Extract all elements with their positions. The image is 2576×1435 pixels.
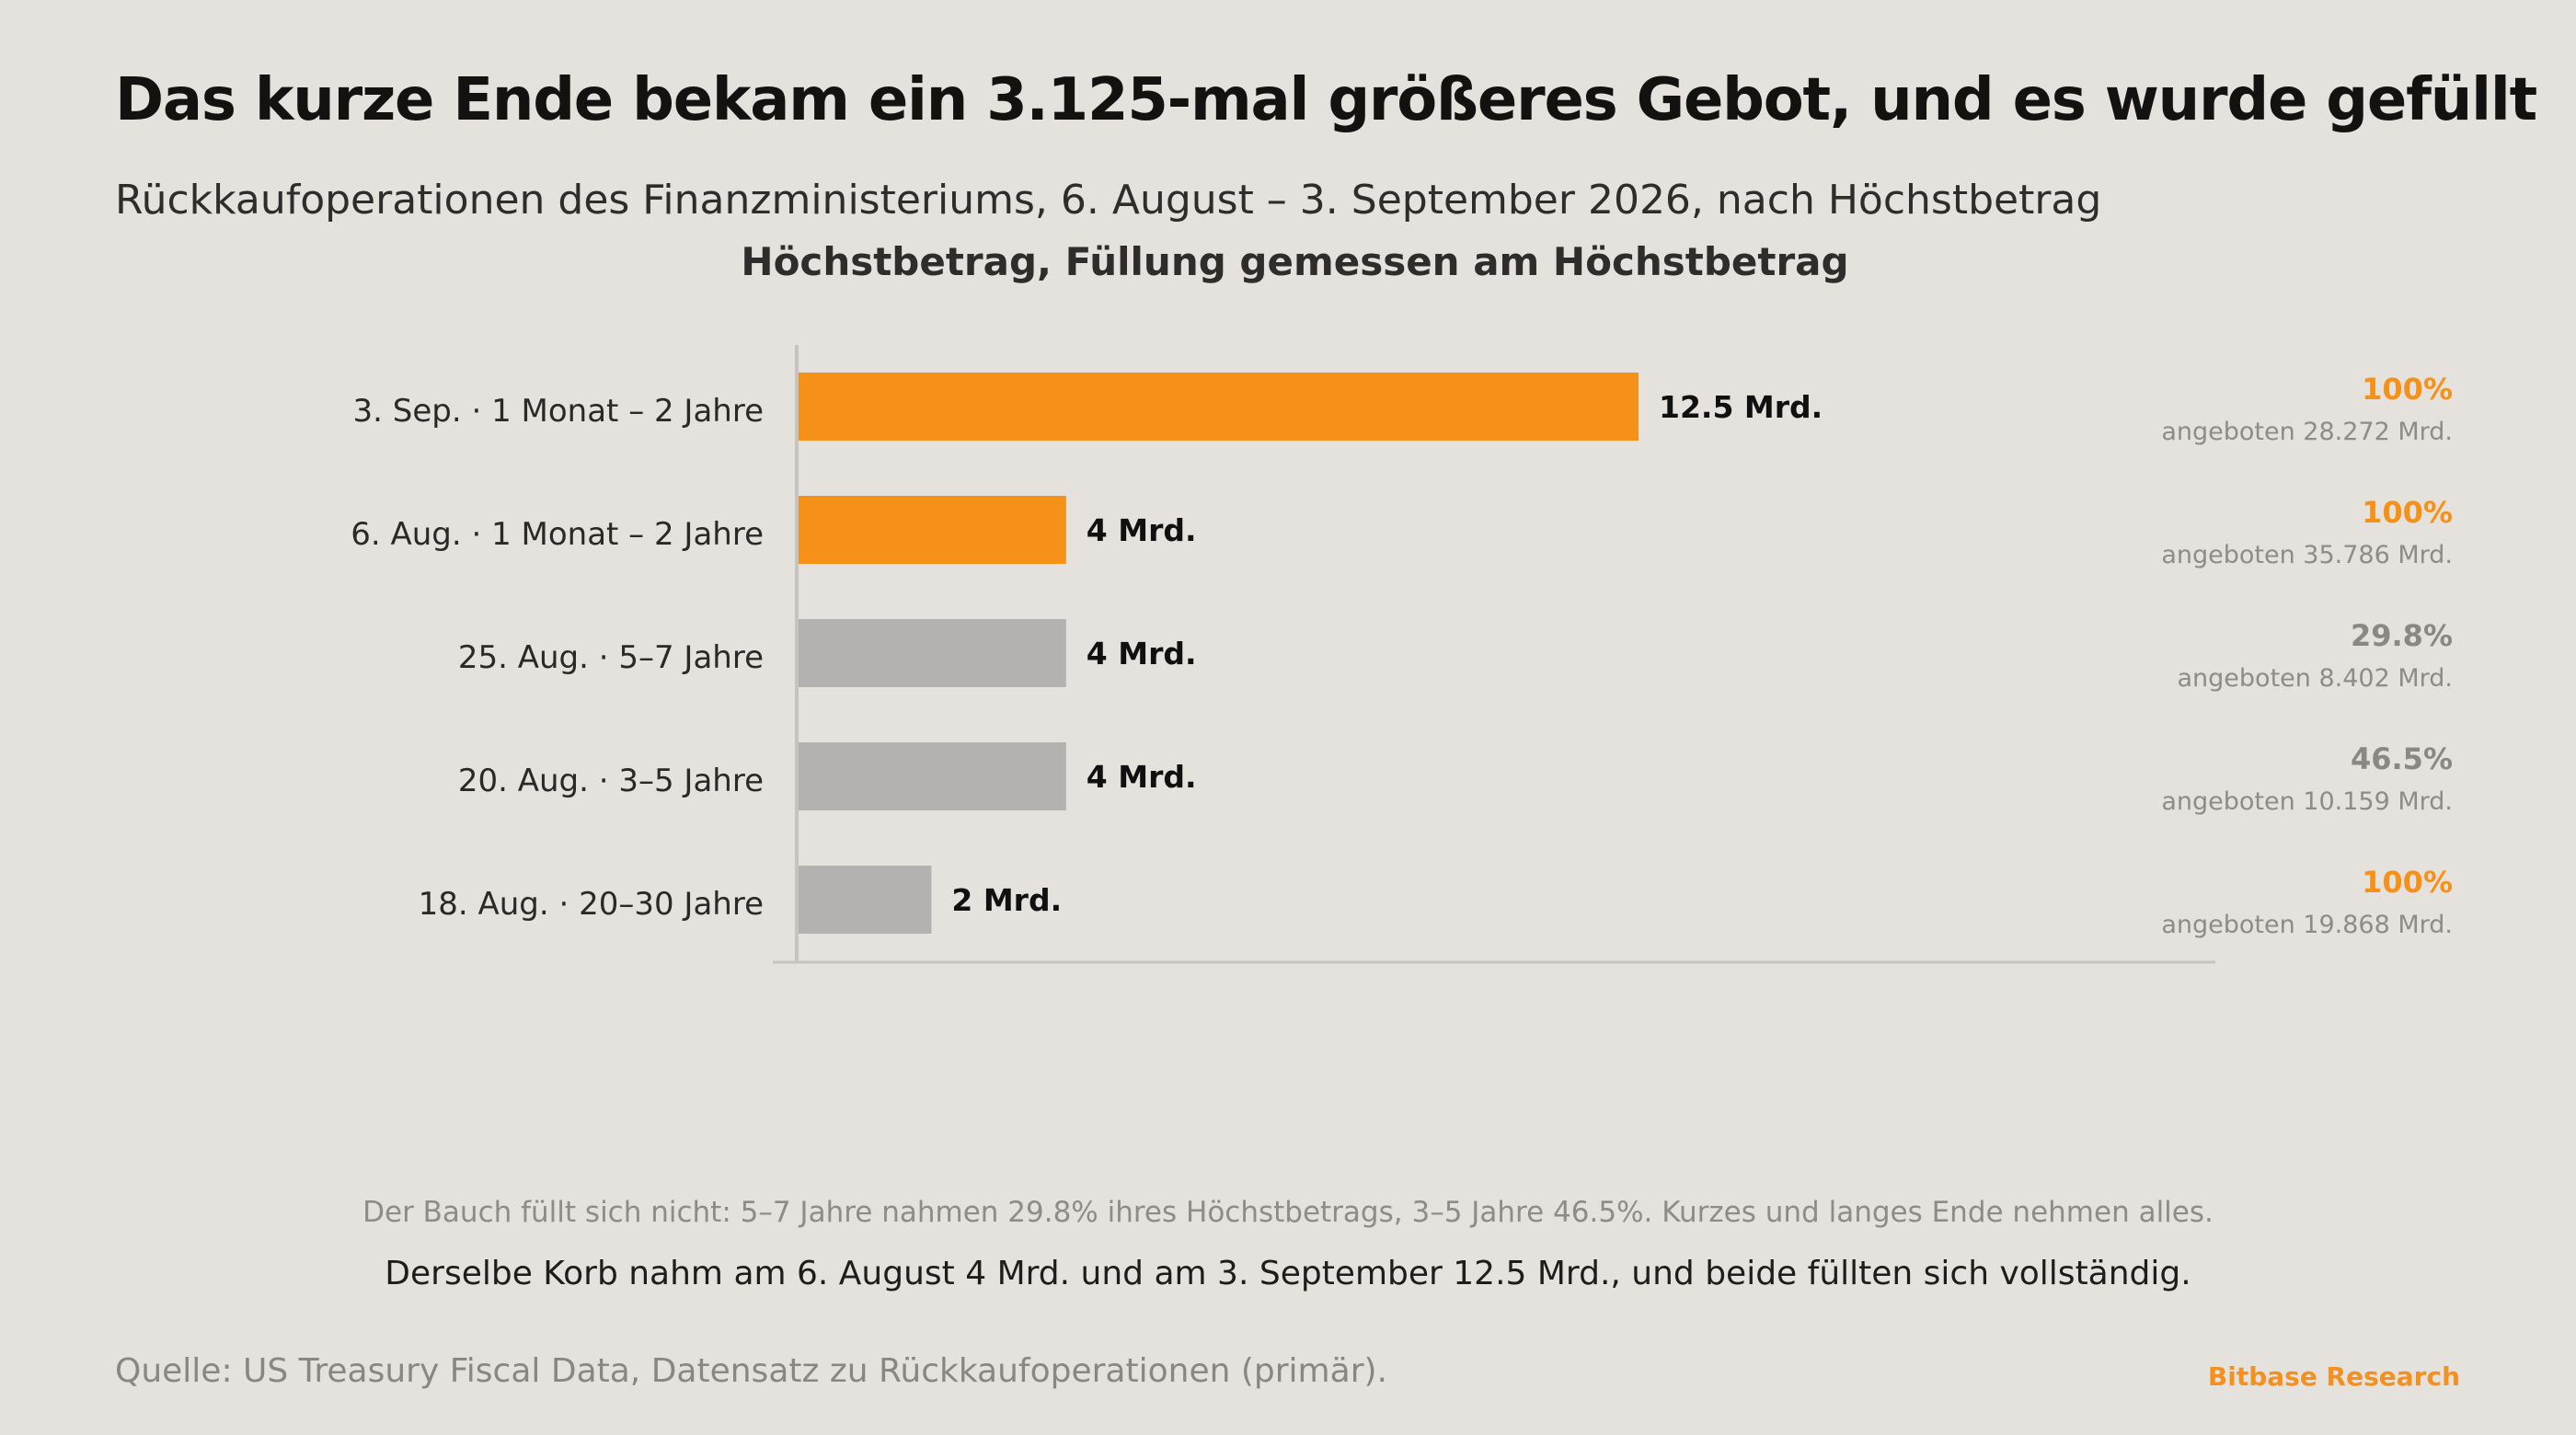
bar — [797, 866, 932, 934]
bar-value-label: 2 Mrd. — [951, 882, 1062, 918]
bar-value-label: 4 Mrd. — [1087, 636, 1197, 672]
offered-amount-label: angeboten 28.272 Mrd. — [2161, 418, 2453, 446]
category-label: 3. Sep. · 1 Monat – 2 Jahre — [353, 393, 764, 430]
bar-value-label: 12.5 Mrd. — [1659, 389, 1823, 425]
fill-percent-label: 29.8% — [2351, 618, 2453, 653]
bar — [797, 742, 1066, 810]
offered-amount-label: angeboten 8.402 Mrd. — [2178, 664, 2453, 693]
bar — [797, 619, 1066, 687]
fill-percent-label: 46.5% — [2351, 741, 2453, 776]
category-label: 25. Aug. · 5–7 Jahre — [458, 639, 764, 676]
category-label: 18. Aug. · 20–30 Jahre — [419, 886, 764, 923]
bar — [797, 373, 1639, 441]
source-line: Quelle: US Treasury Fiscal Data, Datensa… — [115, 1352, 1387, 1390]
offered-amount-label: angeboten 19.868 Mrd. — [2161, 911, 2453, 939]
chart-inner-title: Höchstbetrag, Füllung gemessen am Höchst… — [741, 239, 1849, 284]
offered-amount-label: angeboten 10.159 Mrd. — [2161, 787, 2453, 816]
brand-label: Bitbase Research — [2207, 1361, 2460, 1392]
bar-value-label: 4 Mrd. — [1087, 759, 1197, 795]
footnote-belly: Der Bauch füllt sich nicht: 5–7 Jahre na… — [362, 1196, 2214, 1229]
category-label: 6. Aug. · 1 Monat – 2 Jahre — [351, 516, 764, 553]
footnote-basket: Derselbe Korb nahm am 6. August 4 Mrd. u… — [385, 1255, 2191, 1292]
offered-amount-label: angeboten 35.786 Mrd. — [2161, 541, 2453, 569]
chart-title-main: Das kurze Ende bekam ein 3.125-mal größe… — [115, 66, 2537, 134]
bar-value-label: 4 Mrd. — [1087, 512, 1197, 548]
fill-percent-label: 100% — [2362, 865, 2453, 900]
category-label: 20. Aug. · 3–5 Jahre — [458, 763, 764, 799]
fill-percent-label: 100% — [2362, 372, 2453, 407]
bar — [797, 496, 1066, 564]
chart-subtitle: Rückkaufoperationen des Finanzministeriu… — [115, 177, 2102, 224]
fill-percent-label: 100% — [2362, 495, 2453, 530]
